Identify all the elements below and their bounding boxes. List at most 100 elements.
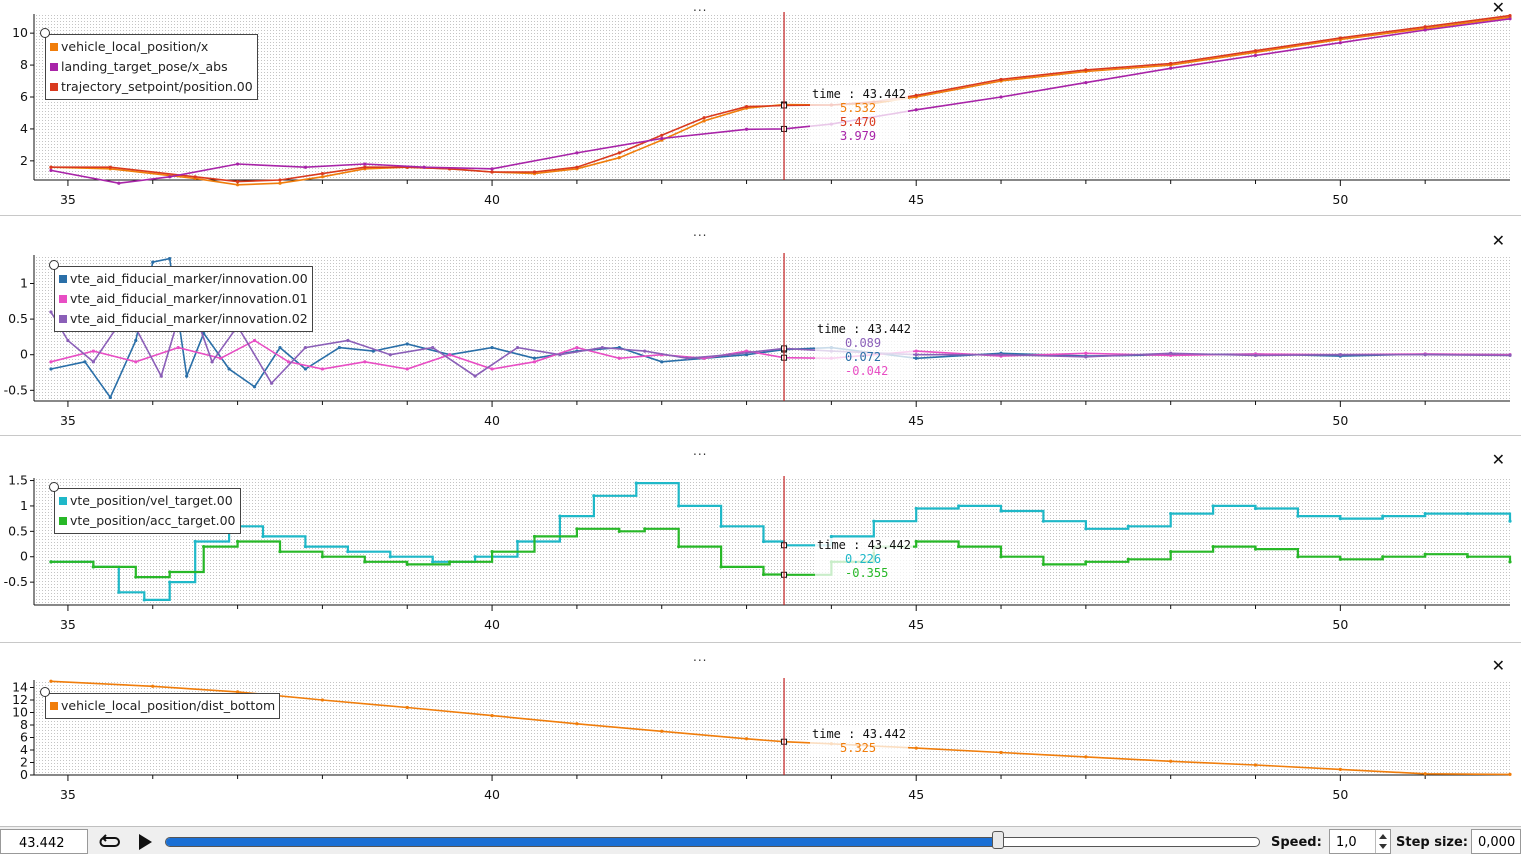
legend-item[interactable]: vte_position/vel_target.00 [59,491,236,511]
plot-canvas[interactable]: -0.5 0 0.5 1 1.5 35 40 45 50 [0,452,1521,642]
time-slider[interactable] [165,837,1260,847]
legend-item[interactable]: vte_aid_fiducial_marker/innovation.01 [59,289,308,309]
plot-panel-dist-bottom[interactable]: ... ✕ 0 2 4 6 8 10 12 14 35 40 45 50 vehicle_local_pos… [0,650,1521,808]
series-point [320,698,325,702]
legend-item[interactable]: vehicle_local_position/x [50,37,253,57]
y-tick-label: 14 [12,680,28,695]
series-point [1211,544,1215,549]
y-tick-label: 10 [12,705,28,720]
y-tick-label: 1 [20,275,28,290]
legend-swatch [50,43,58,51]
series-point [1381,514,1385,518]
x-tick-label: 50 [1332,192,1348,207]
series-point [515,539,520,544]
series-point [235,183,240,187]
y-tick-label: 1.5 [8,473,28,488]
panel-menu-icon[interactable]: ... [693,225,708,239]
series-point [719,565,723,569]
legend-handle-icon[interactable] [40,687,50,697]
time-input[interactable]: 43.442 [0,829,88,854]
step-size-value: 0,000 [1478,835,1516,850]
panel-menu-icon[interactable]: ... [693,0,708,14]
legend-item[interactable]: landing_target_pose/x_abs [50,57,253,77]
series-point [151,684,155,688]
series-point [1253,547,1258,551]
series-point [49,165,53,169]
series-point [473,555,477,559]
plot-legend[interactable]: vehicle_local_position/dist_bottom [45,693,281,719]
time-slider-fill [166,838,997,846]
series-point [108,165,112,169]
speed-spinbox[interactable]: 1,0 [1329,829,1391,854]
series-point [168,175,172,179]
legend-label: vte_aid_fiducial_marker/innovation.00 [70,271,308,286]
series-point [219,356,223,360]
legend-item[interactable]: trajectory_setpoint/position.00 [50,77,253,97]
plot-legend[interactable]: vehicle_local_position/x landing_target_p… [45,34,258,100]
plot-panel-vte-position[interactable]: ... ✕ -0.5 0 0.5 1 1.5 35 40 45 50 vte_position/vel… [0,444,1521,642]
panel-close-icon[interactable]: ✕ [1491,450,1505,469]
series-point [134,338,138,343]
series-point [532,534,537,539]
legend-item[interactable]: vte_aid_fiducial_marker/innovation.00 [59,269,308,289]
series-point [278,178,282,182]
legend-item[interactable]: vehicle_local_position/dist_bottom [50,696,275,716]
series-point [202,544,206,549]
series-point [159,374,163,378]
series-point [278,550,282,554]
x-tick-label: 35 [60,192,76,207]
panel-divider[interactable] [0,435,1521,436]
tooltip-time: time : 43.442 [815,322,913,336]
legend-item[interactable]: vte_aid_fiducial_marker/innovation.02 [59,309,308,329]
loop-button[interactable] [99,833,121,851]
plot-canvas[interactable]: 2 4 6 8 10 35 40 45 50 [0,0,1521,215]
legend-swatch [59,497,67,505]
legend-label: vte_position/acc_target.00 [70,513,236,528]
series-point [1508,772,1512,776]
series-point [1508,519,1512,523]
series-point [405,342,409,346]
series-point [1041,562,1046,566]
series-point [151,260,155,264]
panel-divider[interactable] [0,642,1521,643]
series-point [515,345,520,350]
y-tick-label: 12 [12,692,28,707]
plot-panel-position[interactable]: ... ✕ 2 4 6 8 10 35 40 45 50 vehicle_local_position… [0,0,1521,215]
step-size-input[interactable]: 0,000 [1471,829,1521,854]
panel-menu-icon[interactable]: ... [693,444,708,458]
tooltip-value: 5.325 [810,741,908,755]
play-button[interactable] [136,833,154,851]
plot-canvas[interactable]: -0.5 0 0.5 1 35 40 45 50 [0,233,1521,433]
cursor-tooltip: time : 43.442 0.089 0.072 -0.042 [815,322,913,378]
legend-label: vte_aid_fiducial_marker/innovation.01 [70,291,308,306]
legend-handle-icon[interactable] [49,482,59,492]
panel-close-icon[interactable]: ✕ [1491,0,1505,17]
series-point [346,550,350,554]
series-point [1338,517,1342,521]
series-point [1338,557,1342,561]
panel-menu-icon[interactable]: ... [693,650,708,664]
legend-handle-icon[interactable] [40,28,50,38]
legend-item[interactable]: vte_position/acc_target.00 [59,511,236,531]
series-point [660,729,664,733]
series-point [49,310,53,314]
legend-handle-icon[interactable] [49,260,59,270]
spin-arrows-icon[interactable] [1375,830,1390,853]
legend-label: vehicle_local_position/dist_bottom [61,698,276,713]
series-point [1084,560,1088,564]
panel-divider[interactable] [0,215,1521,216]
plot-legend[interactable]: vte_position/vel_target.00 vte_position/a… [54,488,241,534]
series-point [761,572,766,577]
panel-close-icon[interactable]: ✕ [1491,231,1505,250]
time-slider-handle[interactable] [992,831,1004,849]
tooltip-value: 5.532 [810,101,908,115]
series-point [1126,524,1130,528]
plot-panel-innovation[interactable]: ... ✕ -0.5 0 0.5 1 35 40 45 50 vte_aid_fiducial_ma… [0,225,1521,433]
series-point [1169,351,1173,355]
legend-label: landing_target_pose/x_abs [61,59,228,74]
series-point [702,119,706,123]
series-point [49,168,53,173]
panel-close-icon[interactable]: ✕ [1491,656,1505,675]
